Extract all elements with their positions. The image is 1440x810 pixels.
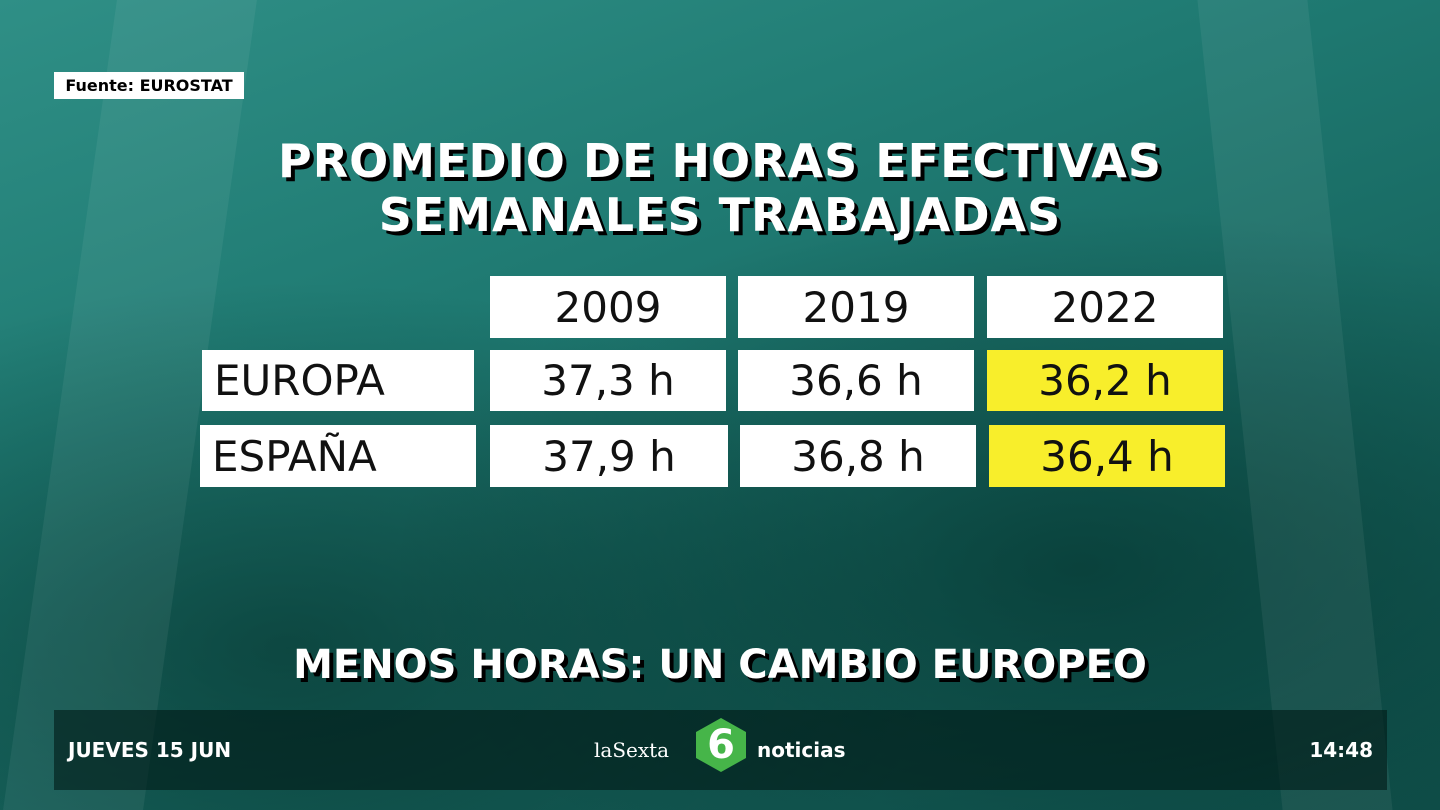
table-cell: 37,9 h (490, 425, 728, 487)
logo-hexagon (696, 718, 746, 772)
logo-number: 6 (707, 722, 735, 768)
table-cell: 36,6 h (738, 350, 974, 411)
column-header: 2022 (987, 276, 1223, 338)
title-line: SEMANALES TRABAJADAS (378, 188, 1062, 242)
headline: MENOS HORAS: UN CAMBIO EUROPEO (293, 642, 1147, 688)
logo-mark: 6 (696, 718, 746, 772)
column-header: 2009 (490, 276, 726, 338)
column-header: 2019 (738, 276, 974, 338)
logo-text: noticias (757, 738, 846, 762)
date: JUEVES 15 JUN (68, 738, 232, 762)
time: 14:48 (1309, 738, 1373, 762)
background-stripe (1197, 0, 1393, 810)
row-label: EUROPA (202, 350, 474, 411)
title-line: PROMEDIO DE HORAS EFECTIVAS (278, 134, 1162, 188)
table-cell-highlight: 36,2 h (987, 350, 1223, 411)
source: Fuente: EUROSTAT (54, 72, 244, 99)
table-cell: 37,3 h (490, 350, 726, 411)
table-cell-highlight: 36,4 h (989, 425, 1225, 487)
row-label: ESPAÑA (200, 425, 476, 487)
table-cell: 36,8 h (740, 425, 976, 487)
logo-text: laSexta (594, 738, 670, 762)
